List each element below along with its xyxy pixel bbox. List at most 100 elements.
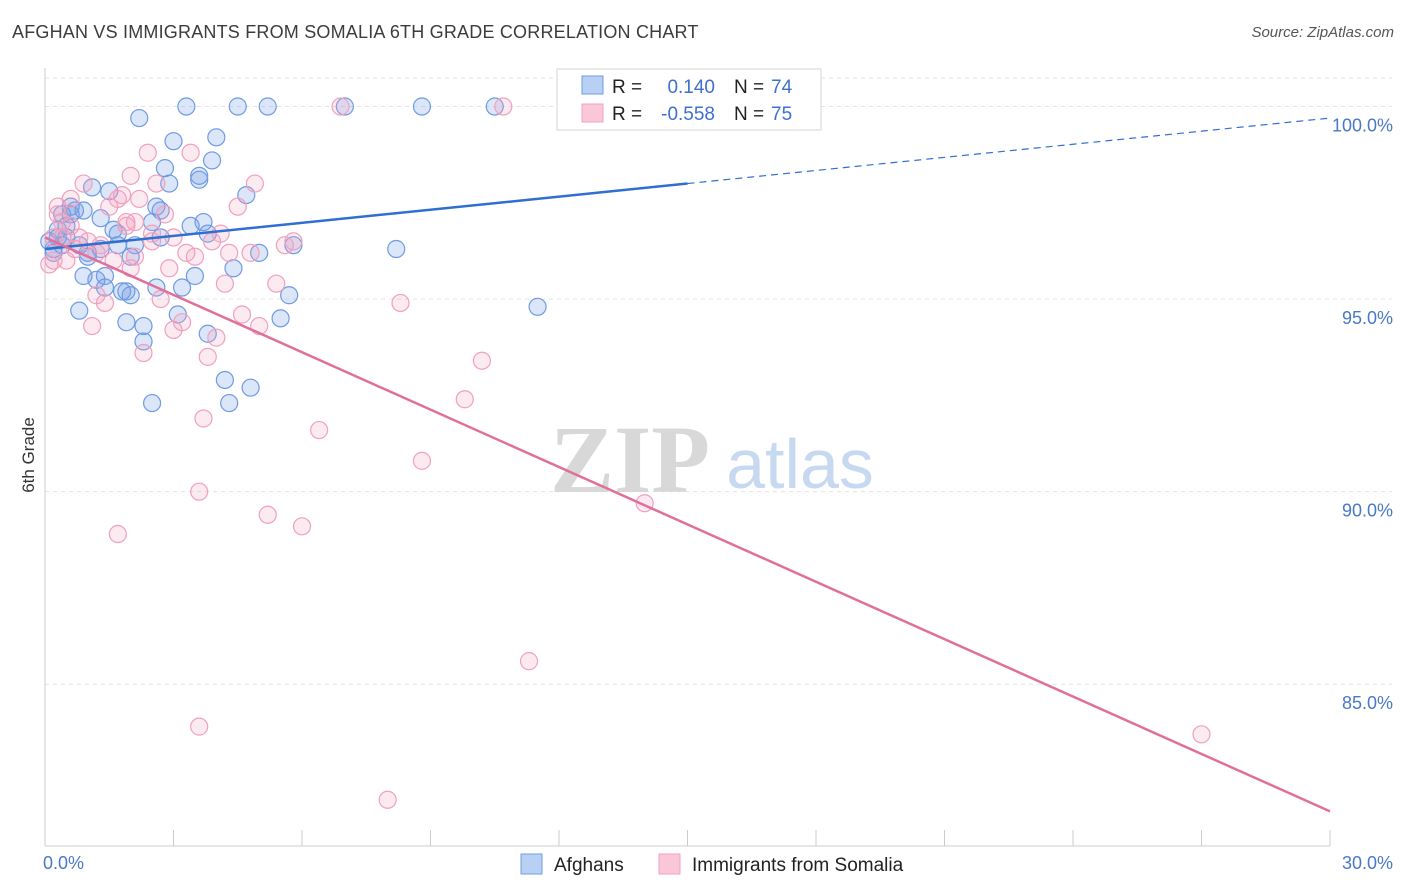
- somalia-point: [74, 174, 93, 193]
- somalia-point: [284, 232, 303, 251]
- legend-r-value-1: 0.140: [667, 77, 715, 98]
- somalia-point: [134, 343, 153, 363]
- somalia-point: [121, 166, 140, 185]
- somalia-point: [494, 97, 513, 116]
- chart-title: AFGHAN VS IMMIGRANTS FROM SOMALIA 6TH GR…: [12, 22, 699, 42]
- legend-swatch-afghans: [581, 75, 604, 95]
- stats-legend: R = 0.140 N = 74 R = -0.558 N = 75: [556, 68, 822, 131]
- watermark-atlas: atlas: [726, 425, 874, 503]
- afghans-point: [228, 97, 247, 116]
- legend-r-value-2: -0.558: [661, 104, 715, 125]
- watermark: ZIP atlas: [550, 406, 874, 513]
- legend-n-value-2: 75: [771, 104, 792, 125]
- afghans-point: [207, 128, 226, 147]
- series-legend: Afghans Immigrants from Somalia: [520, 853, 904, 876]
- legend-n-label-1: N =: [734, 77, 764, 98]
- afghans-point: [121, 286, 140, 305]
- afghans-point: [83, 178, 102, 197]
- somalia-point: [181, 143, 200, 162]
- y-tick-label-3: 100.0%: [1332, 116, 1393, 136]
- somalia-point: [117, 212, 136, 232]
- legend-n-label-2: N =: [734, 104, 764, 125]
- somalia-point: [198, 347, 217, 366]
- afghans-point: [387, 239, 406, 259]
- somalia-point: [44, 251, 63, 270]
- afghans-point: [70, 301, 89, 320]
- x-tick-label-0: 0.0%: [43, 853, 84, 873]
- somalia-point: [455, 390, 474, 409]
- somalia-point: [117, 216, 136, 236]
- afghans-point: [185, 266, 205, 286]
- somalia-point: [130, 189, 149, 209]
- series-legend-afghans: Afghans: [554, 855, 624, 876]
- afghans-point: [134, 316, 153, 336]
- somalia-point: [172, 313, 192, 332]
- afghans-point: [194, 212, 213, 232]
- y-tick-label-2: 95.0%: [1342, 308, 1393, 328]
- afghans-point: [241, 378, 260, 397]
- somalia-point: [83, 316, 102, 336]
- somalia-points: [40, 97, 1211, 809]
- afghans-point: [190, 170, 209, 189]
- somalia-point: [155, 205, 175, 224]
- afghans-point: [258, 97, 277, 116]
- afghans-point: [280, 286, 299, 305]
- somalia-point: [292, 517, 312, 536]
- series-legend-swatch-afghans: [520, 853, 543, 875]
- afghans-point: [202, 151, 222, 170]
- x-tick-labels: 0.0% 30.0%: [43, 853, 1393, 873]
- somalia-point: [160, 259, 179, 278]
- afghans-point: [142, 393, 162, 413]
- somalia-point: [190, 717, 209, 736]
- somalia-point: [232, 305, 252, 324]
- axes: [44, 68, 1331, 847]
- afghans-point: [117, 313, 136, 332]
- afghans-point: [130, 108, 149, 128]
- somalia-point: [267, 274, 286, 293]
- afghans-point: [190, 166, 209, 185]
- somalia-trend-line: [44, 236, 1331, 813]
- somalia-point: [138, 143, 157, 162]
- afghans-point: [528, 297, 547, 316]
- y-tick-labels: 85.0% 90.0% 95.0% 100.0%: [1332, 116, 1393, 714]
- afghans-point: [112, 282, 132, 301]
- somalia-point: [220, 243, 239, 262]
- afghans-point: [155, 159, 175, 178]
- somalia-point: [519, 652, 539, 671]
- y-tick-label-1: 90.0%: [1342, 501, 1393, 521]
- afghans-point: [198, 324, 217, 343]
- somalia-point: [95, 293, 115, 313]
- somalia-point: [202, 232, 222, 251]
- y-tick-label-0: 85.0%: [1342, 693, 1393, 713]
- somalia-point: [194, 409, 213, 428]
- afghans-point: [271, 309, 290, 328]
- afghans-point: [74, 201, 93, 220]
- somalia-point: [472, 351, 491, 370]
- somalia-point: [391, 293, 410, 313]
- afghans-point: [220, 393, 239, 413]
- afghans-trend-line: [44, 182, 688, 251]
- afghans-point: [160, 174, 179, 193]
- somalia-point: [147, 174, 166, 193]
- somalia-point: [310, 420, 329, 440]
- somalia-point: [108, 524, 127, 544]
- x-tick-label-1: 30.0%: [1342, 853, 1393, 873]
- watermark-zip: ZIP: [550, 406, 710, 513]
- series-legend-somalia: Immigrants from Somalia: [692, 855, 904, 876]
- somalia-point: [275, 236, 294, 255]
- legend-r-label-1: R =: [612, 77, 642, 98]
- series-legend-swatch-somalia: [658, 853, 681, 875]
- source-label: Source: ZipAtlas.com: [1251, 24, 1394, 41]
- legend-swatch-somalia: [581, 103, 604, 123]
- somalia-point: [228, 197, 247, 216]
- y-axis-title: 6th Grade: [19, 417, 38, 493]
- somalia-point: [378, 790, 397, 809]
- somalia-point: [258, 505, 277, 524]
- legend-n-value-1: 74: [771, 77, 793, 98]
- somalia-point: [151, 289, 170, 309]
- legend-r-label-2: R =: [612, 104, 642, 125]
- afghans-point: [224, 259, 243, 278]
- somalia-point: [190, 482, 209, 501]
- somalia-point: [215, 274, 234, 293]
